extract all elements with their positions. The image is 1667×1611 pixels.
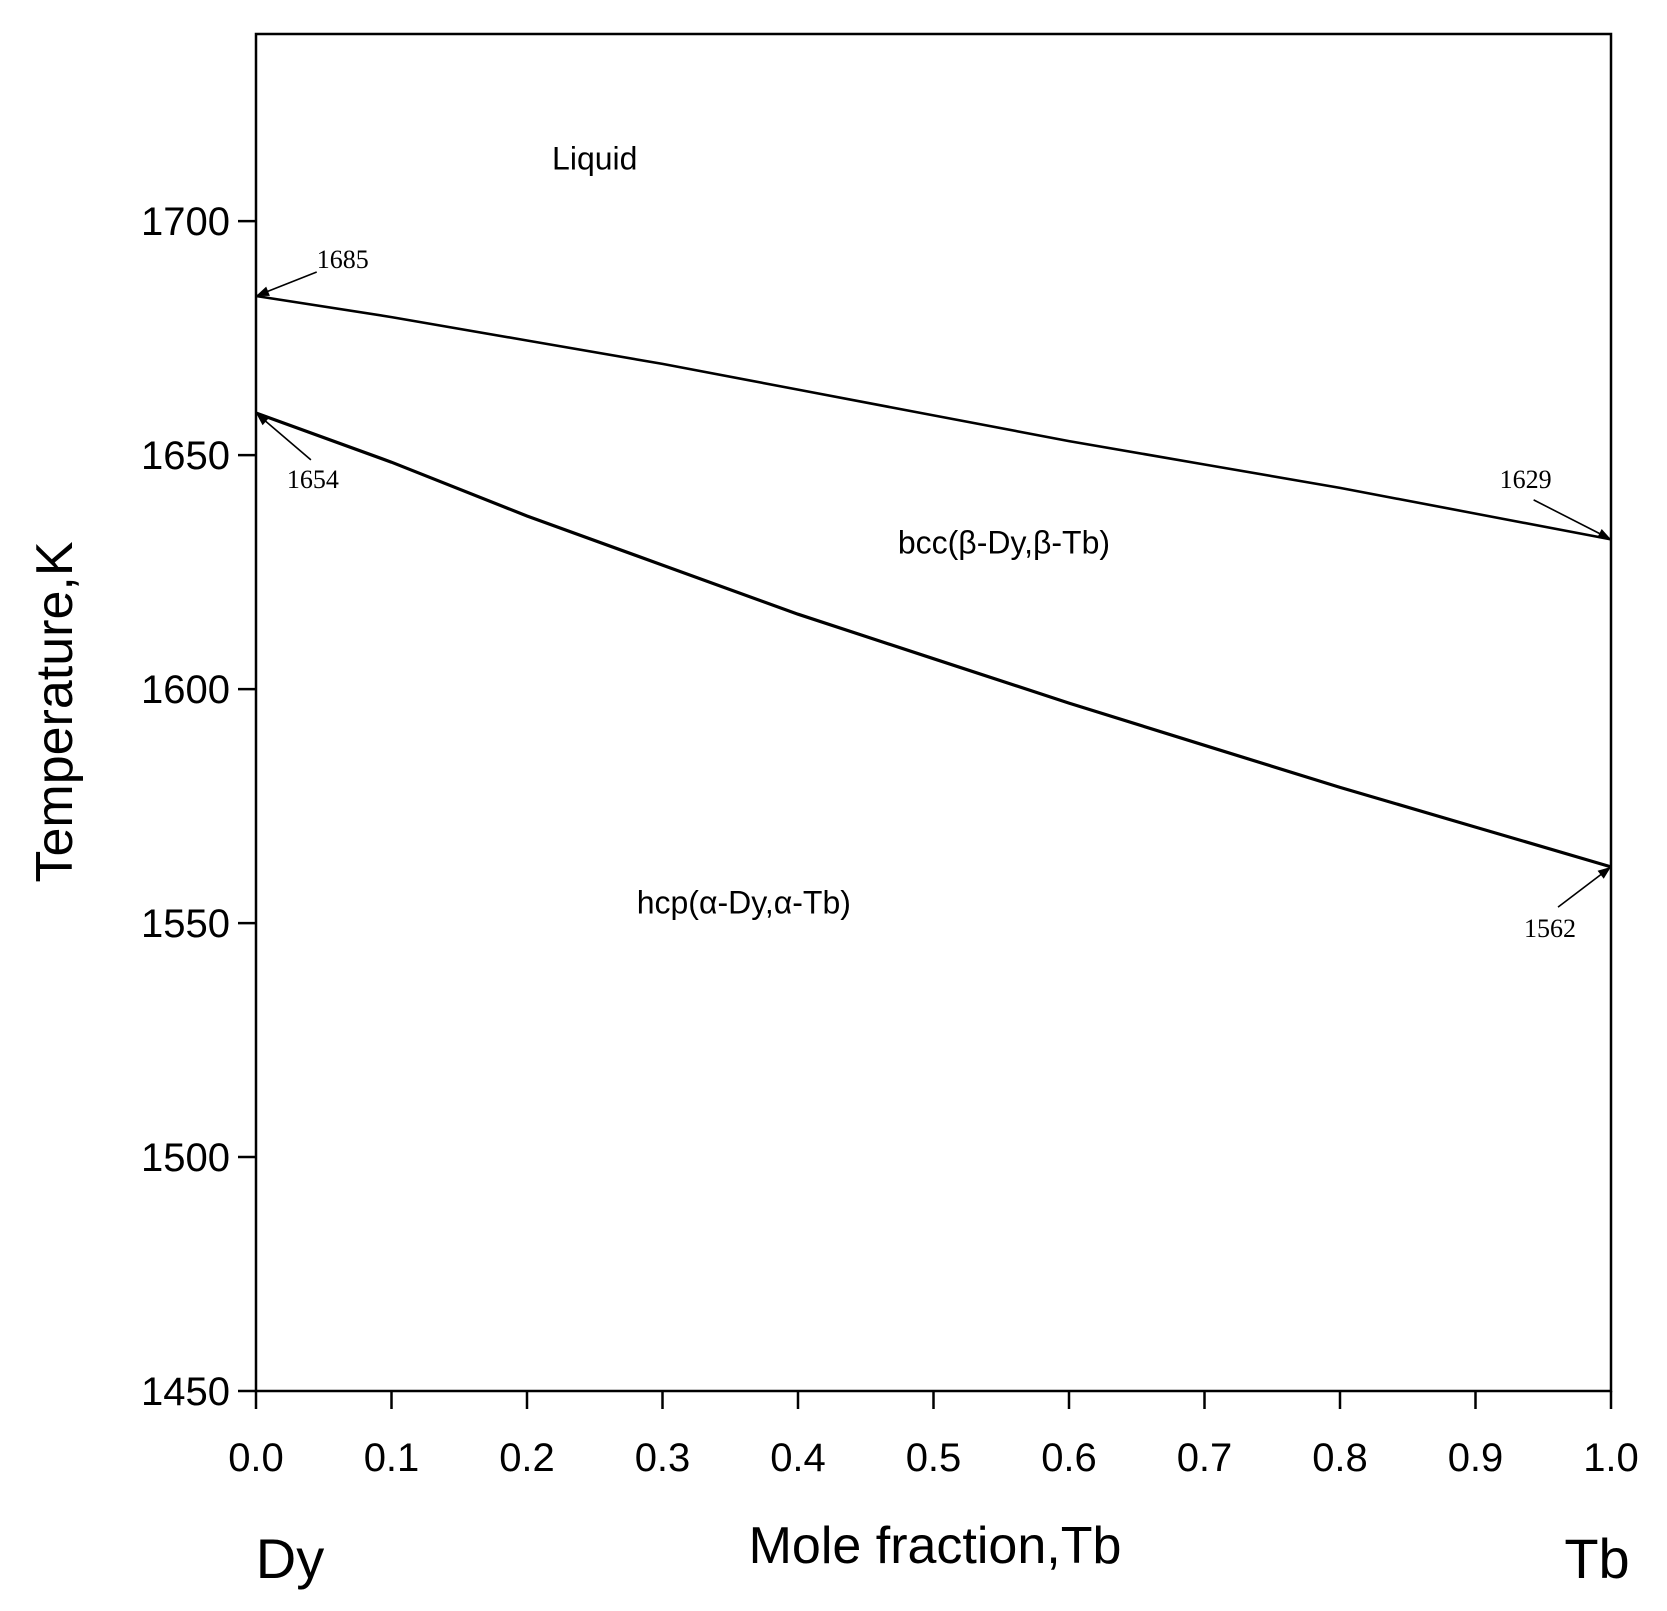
x-axis-title: Mole fraction,Tb xyxy=(749,1517,1122,1575)
region-label: bcc(β-Dy,β-Tb) xyxy=(898,524,1110,560)
plot-frame xyxy=(254,32,1613,1393)
x-tick-label: 0.3 xyxy=(635,1436,691,1480)
annotation-arrowhead xyxy=(1597,529,1611,540)
x-tick-label: 0.7 xyxy=(1177,1436,1233,1480)
annotation-label: 1685 xyxy=(317,245,369,274)
annotation-label: 1629 xyxy=(1500,465,1552,494)
x-tick-label: 0.9 xyxy=(1448,1436,1504,1480)
y-tick-label: 1600 xyxy=(141,668,230,712)
x-tick-label: 0.6 xyxy=(1041,1436,1097,1480)
x-tick-label: 1.0 xyxy=(1583,1436,1639,1480)
y-axis-title: Temperature,K xyxy=(26,541,84,882)
phase-boundary-line-2 xyxy=(255,411,1612,869)
region-label: Liquid xyxy=(552,141,637,177)
annotation-arrowhead xyxy=(256,286,270,296)
element-label-left: Dy xyxy=(256,1527,324,1590)
x-tick-label: 0.5 xyxy=(906,1436,962,1480)
y-tick-label: 1450 xyxy=(141,1370,230,1414)
annotation-arrowhead xyxy=(256,413,270,426)
x-tick-label: 0.4 xyxy=(770,1436,826,1480)
annotation-label: 1654 xyxy=(287,465,339,494)
x-tick-label: 0.8 xyxy=(1312,1436,1368,1480)
y-tick-label: 1700 xyxy=(141,200,230,244)
element-label-right: Tb xyxy=(1564,1527,1629,1590)
annotation-arrow-line xyxy=(1533,499,1612,541)
x-tick-label: 0.1 xyxy=(364,1436,420,1480)
x-tick-label: 0.2 xyxy=(499,1436,555,1480)
x-tick-label: 0.0 xyxy=(228,1436,284,1480)
y-tick-label: 1550 xyxy=(141,902,230,946)
annotation-arrowhead xyxy=(1597,866,1611,879)
y-tick-label: 1650 xyxy=(141,434,230,478)
region-label: hcp(α-Dy,α-Tb) xyxy=(637,885,851,921)
annotation-label: 1562 xyxy=(1524,914,1576,943)
y-tick-label: 1500 xyxy=(141,1136,230,1180)
phase-boundary-line-1 xyxy=(255,294,1612,541)
